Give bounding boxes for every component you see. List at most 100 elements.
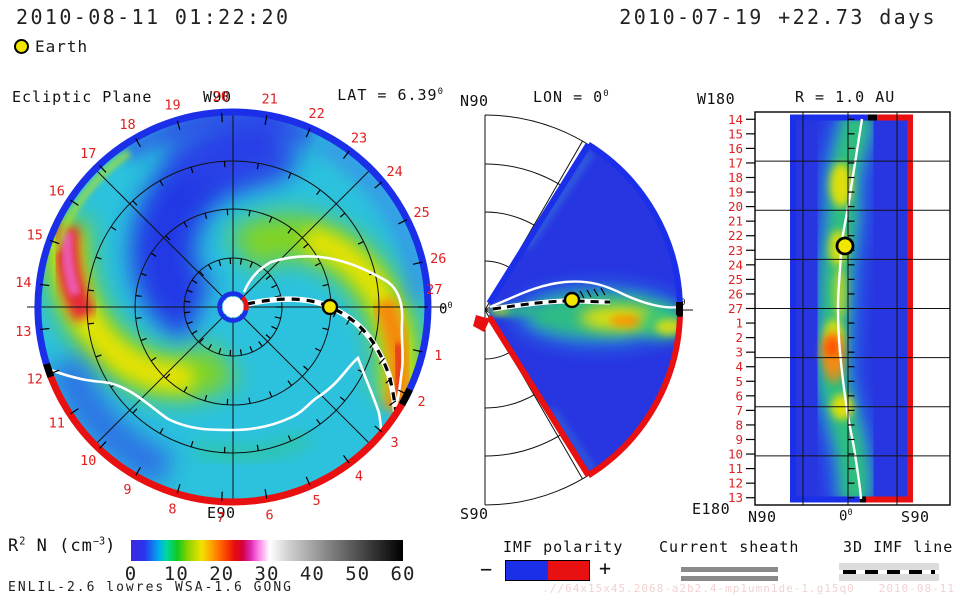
grid-circle-tick: [248, 397, 251, 404]
radial-day-label: 20: [728, 199, 743, 214]
grid-circle-tick: [314, 347, 321, 352]
lat-value: LAT = 6.39: [337, 86, 438, 104]
ecliptic-lat-label: LAT = 6.390: [337, 86, 443, 104]
run-date-offset: 2010-07-19 +22.73 days: [619, 5, 937, 29]
imf-line-swatch: [839, 563, 939, 581]
radial-day-label: 22: [728, 228, 743, 243]
rim-day-tick: [221, 112, 223, 123]
colorbar-tick: 40: [299, 563, 325, 585]
grid-circle-tick: [271, 325, 278, 330]
grid-circle-tick: [150, 252, 157, 257]
rim-day-tick: [39, 283, 50, 287]
radial-day-label: 12: [728, 476, 743, 491]
rim-lightblue-wash: [315, 133, 426, 301]
lon-degree-sup: 0: [603, 89, 609, 99]
run-id: .//64x15x45.2068-a2b2.4-mp1umn1de-1.g15q…: [542, 582, 855, 595]
lat-degree-sup: 0: [437, 87, 443, 97]
ecliptic-title: Ecliptic Plane: [12, 88, 153, 106]
grid-circle-tick: [184, 300, 191, 303]
radial-day-label: 27: [728, 301, 743, 316]
grid-circle-tick: [274, 295, 281, 298]
radial-axis-zero: 00: [839, 507, 852, 525]
radial-day-label: 19: [728, 185, 743, 200]
grid-circle-tick: [314, 262, 321, 267]
ecliptic-day-label: 4: [355, 469, 363, 485]
grid-circle-tick: [287, 380, 293, 386]
imf-minus-sign: −: [480, 557, 493, 581]
ecliptic-day-label: 1: [434, 348, 442, 364]
earth-legend-icon: [14, 39, 29, 54]
grid-circle-tick: [140, 337, 147, 342]
rim-day-tick: [70, 408, 79, 415]
rim-day-tick: [342, 455, 350, 464]
radial-slice-plot: 1415161718192021222324252627123456789101…: [728, 111, 951, 506]
earth-marker-meridional: [563, 291, 581, 309]
current-sheath-swatch-bottom: [681, 576, 778, 581]
grid-circle-tick: [249, 346, 253, 353]
ecliptic-w90-label: W90: [203, 88, 232, 106]
rim-transition-tick-west: [43, 362, 55, 379]
rim-day-tick: [412, 349, 423, 353]
radial-axis-n90: N90: [748, 508, 777, 526]
rim-day-tick: [99, 441, 107, 449]
rim-day-tick: [70, 199, 79, 206]
imf-line-tick: [345, 317, 352, 325]
earth-legend-label: Earth: [35, 37, 89, 56]
grid-circle-tick: [316, 418, 321, 425]
radial-day-label: 2: [735, 330, 743, 345]
rim-day-tick: [50, 369, 60, 375]
cb-n-cm: N (cm: [25, 536, 93, 556]
rim-blue-arc: [34, 108, 432, 398]
radial-day-label: 7: [735, 403, 743, 418]
grid-circle-tick: [322, 283, 329, 287]
radial-day-label: 25: [728, 272, 743, 287]
zero-degree-sup: 0: [847, 507, 853, 517]
grid-circle-tick: [95, 354, 102, 358]
grid-circle-tick: [287, 435, 292, 442]
ecliptic-e90-label: E90: [207, 504, 236, 522]
radial-day-label: 9: [735, 432, 743, 447]
grid-circle-tick: [265, 275, 271, 280]
ecliptic-day-label: 6: [266, 507, 274, 523]
meridional-density-field: [489, 144, 681, 476]
grid-circle-tick: [186, 289, 193, 293]
grid-circle-tick: [204, 394, 208, 402]
imf-line-tick: [385, 377, 393, 384]
rim-day-tick: [221, 491, 223, 502]
ecliptic-day-label: 8: [168, 502, 176, 518]
ecliptic-day-label: 14: [15, 275, 31, 291]
grid-circle-tick: [339, 212, 346, 218]
cb-paren: ): [105, 536, 117, 556]
grid-circle-tick: [110, 226, 117, 231]
radial-day-label: 17: [728, 155, 743, 170]
colorbar-label: R2 N (cm−3): [8, 536, 116, 556]
current-sheath-swatch-top: [681, 567, 778, 572]
ecliptic-day-label: 11: [49, 415, 65, 431]
grid-circle-tick: [239, 258, 243, 265]
grid-circle-tick: [303, 365, 309, 371]
zero-degree-sup: 0: [447, 300, 453, 310]
run-id-text: .//64x15x45.2068-a2b2.4-mp1umn1de-1.g15q…: [542, 582, 955, 595]
grid-circle-tick: [218, 259, 222, 266]
radial-day-ticks: [746, 118, 855, 499]
grid-circle-tick: [183, 386, 188, 393]
grid-circle-tick: [316, 189, 321, 196]
sun-marker: [217, 291, 249, 323]
rim-day-tick: [99, 165, 107, 173]
imf-negative-blue: [506, 561, 548, 580]
rim-day-ticks: [39, 112, 428, 502]
grid-circle-tick: [87, 289, 95, 292]
radial-day-label: 23: [728, 243, 743, 258]
radial-day-label: 8: [735, 417, 743, 432]
cb-sup2: 2: [19, 536, 26, 548]
ecliptic-day-label: 2: [418, 394, 426, 410]
ecliptic-day-label: 27: [426, 282, 442, 298]
ecliptic-day-label: 5: [313, 493, 321, 509]
ecliptic-day-label: 18: [119, 117, 135, 133]
rim-day-tick: [398, 389, 408, 395]
ecliptic-day-label: 13: [15, 324, 31, 340]
ecliptic-day-label: 24: [386, 164, 402, 180]
zero-value: 0: [439, 301, 448, 318]
